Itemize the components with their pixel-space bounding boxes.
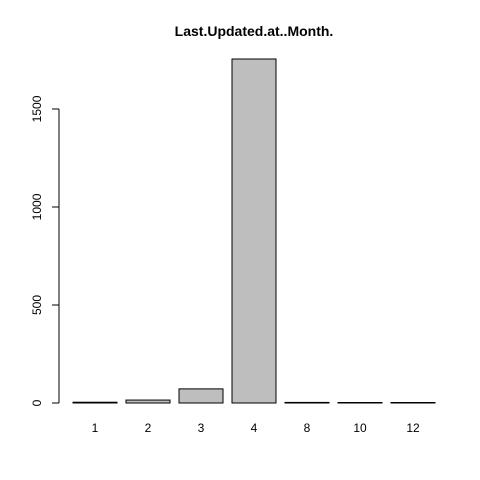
bar <box>178 388 224 404</box>
chart-title: Last.Updated.at..Month. <box>175 23 334 39</box>
x-tick-label: 10 <box>353 421 367 435</box>
bar <box>72 401 118 404</box>
x-tick-label: 1 <box>92 421 99 435</box>
x-tick-label: 12 <box>406 421 420 435</box>
bar <box>284 401 330 404</box>
bar <box>390 402 436 404</box>
x-tick-label: 8 <box>304 421 311 435</box>
x-tick-label: 3 <box>198 421 205 435</box>
y-axis: 0 500 1000 1500 <box>30 95 60 406</box>
y-tick-label: 0 <box>30 399 44 406</box>
bar <box>337 402 383 404</box>
bar <box>125 399 171 404</box>
bars-group <box>72 58 436 404</box>
y-tick-label: 1000 <box>30 193 44 220</box>
x-tick-label: 2 <box>145 421 152 435</box>
x-tick-labels: 1 2 3 4 8 10 12 <box>92 421 420 435</box>
y-tick-label: 500 <box>30 295 44 315</box>
y-tick-label: 1500 <box>30 95 44 122</box>
x-tick-label: 4 <box>251 421 258 435</box>
bar <box>231 58 277 404</box>
